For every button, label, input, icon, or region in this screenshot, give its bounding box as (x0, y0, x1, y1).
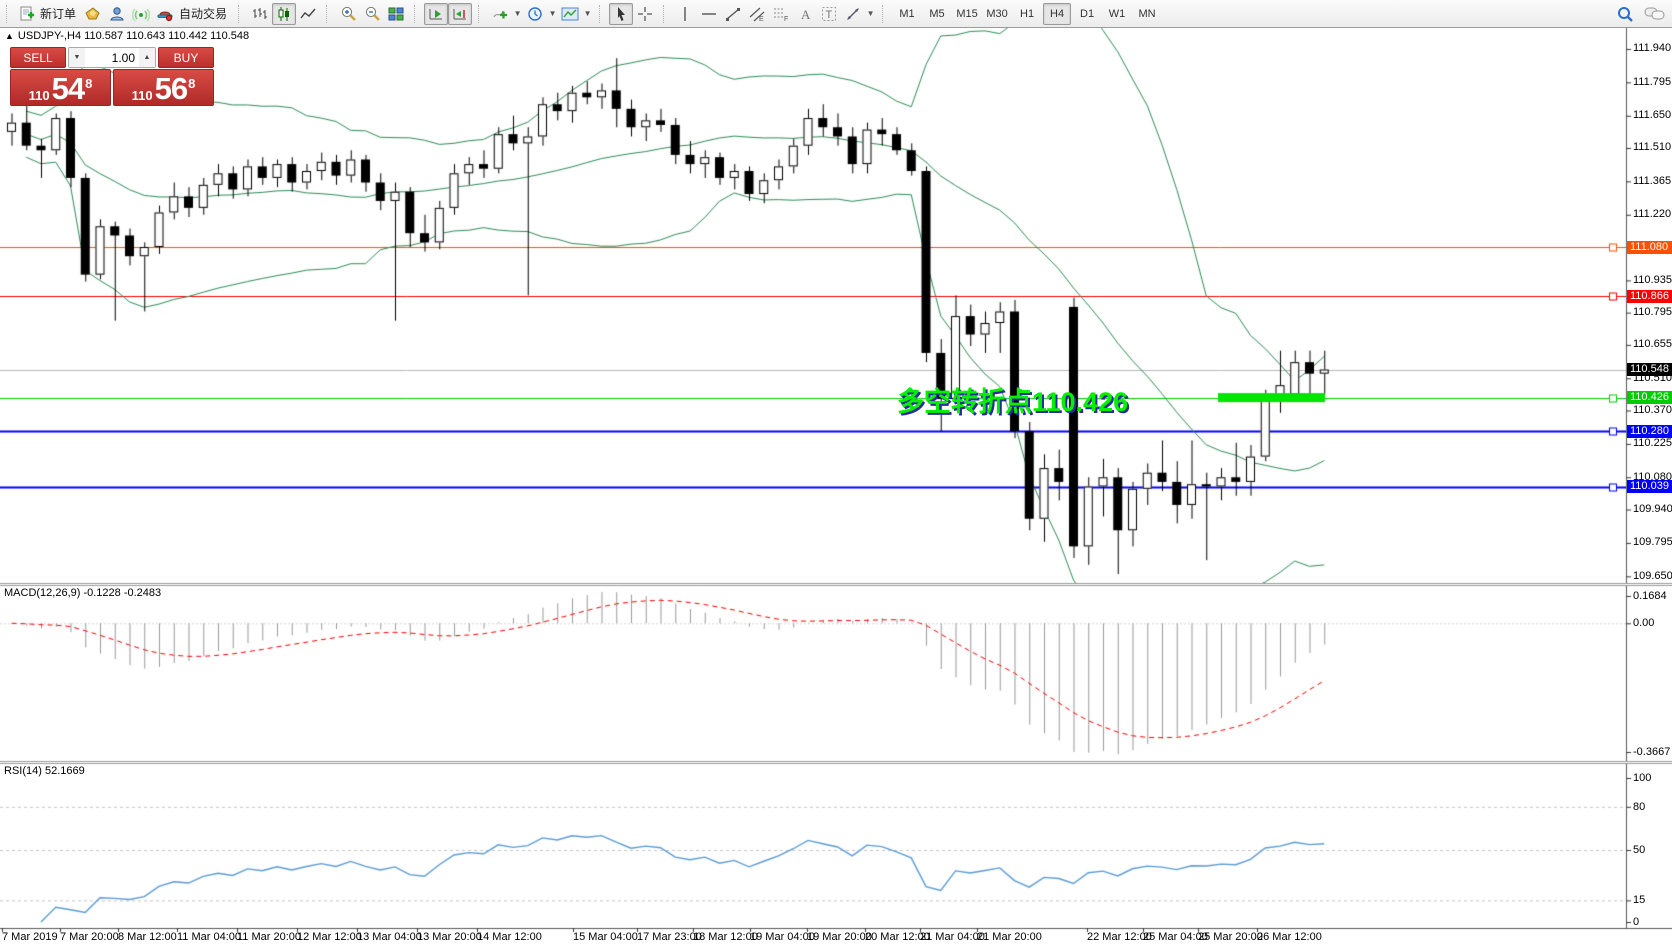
macd-tick-label: 0.00 (1633, 617, 1655, 630)
price-tick-label: 109.940 (1633, 503, 1672, 516)
time-axis-label: 25 Mar 20:00 (1198, 931, 1263, 943)
price-tick-label: 110.655 (1633, 338, 1672, 351)
macd-tick-label: 0.1684 (1633, 590, 1667, 602)
time-axis-label: 21 Mar 04:00 (920, 931, 985, 943)
time-axis-label: 18 Mar 12:00 (693, 931, 758, 943)
price-tick-label: 110.370 (1633, 404, 1672, 416)
buy-button[interactable]: BUY (158, 47, 214, 68)
time-axis-label: 13 Mar 04:00 (357, 931, 422, 943)
price-level-badge: 110.866 (1627, 289, 1672, 303)
buy-price-big: 56 (154, 71, 188, 106)
time-axis-label: 14 Mar 12:00 (477, 931, 542, 943)
time-axis-label: 22 Mar 12:00 (1087, 931, 1152, 943)
time-axis-label: 15 Mar 04:00 (573, 931, 638, 943)
price-level-badge: 110.039 (1627, 480, 1672, 494)
price-tick-label: 111.365 (1633, 174, 1672, 187)
time-axis-label: 25 Mar 04:00 (1143, 931, 1208, 943)
time-axis-label: 11 Mar 04:00 (177, 931, 242, 943)
sell-price-prefix: 110 (28, 88, 50, 103)
chart-symbol-info: ▲ USDJPY-,H4 110.587 110.643 110.442 110.… (5, 30, 249, 42)
price-tick-label: 111.940 (1633, 42, 1672, 55)
price-tick-label: 110.080 (1633, 470, 1672, 483)
rsi-indicator-label: RSI(14) 52.1669 (4, 765, 85, 777)
price-tick-label: 109.650 (1633, 569, 1672, 582)
time-axis-label: 11 Mar 20:00 (237, 931, 302, 943)
time-axis-label: 21 Mar 20:00 (977, 931, 1042, 943)
buy-price-prefix: 110 (131, 88, 153, 103)
price-level-badge: 110.548 (1627, 363, 1672, 377)
time-axis-label: 20 Mar 12:00 (865, 931, 930, 943)
volume-stepper: ▼ ▲ (68, 47, 156, 68)
sell-button[interactable]: SELL (10, 47, 66, 68)
price-tick-label: 111.795 (1633, 75, 1672, 88)
price-tick-label: 110.935 (1633, 273, 1672, 286)
volume-decrease-button[interactable]: ▼ (69, 48, 85, 67)
sell-price-sup: 8 (85, 76, 93, 91)
macd-tick-label: -0.3667 (1633, 746, 1671, 758)
time-axis-label: 13 Mar 20:00 (417, 931, 482, 943)
sell-price-button[interactable]: 110 54 8 (10, 69, 111, 106)
price-level-badge: 111.080 (1627, 240, 1672, 254)
price-tick-label: 111.510 (1633, 141, 1672, 154)
time-axis-label: 7 Mar 2019 (2, 931, 58, 943)
rsi-tick-label: 100 (1633, 772, 1652, 784)
price-tick-label: 111.650 (1633, 109, 1672, 122)
price-level-badge: 110.426 (1627, 391, 1672, 405)
time-axis-label: 26 Mar 12:00 (1257, 931, 1322, 943)
chart-text-annotation[interactable]: 多空转折点110.426 (897, 387, 1129, 417)
buy-price-button[interactable]: 110 56 8 (113, 69, 214, 106)
rsi-tick-label: 80 (1633, 800, 1646, 813)
rsi-tick-label: 50 (1633, 844, 1646, 856)
time-axis-label: 7 Mar 20:00 (60, 931, 119, 943)
time-axis-label: 19 Mar 04:00 (750, 931, 815, 943)
macd-indicator-label: MACD(12,26,9) -0.1228 -0.2483 (4, 587, 162, 599)
price-level-badge: 110.280 (1627, 424, 1672, 438)
time-axis-label: 19 Mar 20:00 (807, 931, 872, 943)
rsi-tick-label: 15 (1633, 894, 1646, 907)
time-axis-label: 17 Mar 23:00 (637, 931, 702, 943)
volume-increase-button[interactable]: ▲ (139, 48, 155, 67)
one-click-collapse-arrow[interactable]: ▲ (5, 31, 14, 41)
price-tick-label: 110.225 (1633, 437, 1672, 450)
buy-price-sup: 8 (188, 76, 196, 91)
sell-price-big: 54 (51, 71, 85, 106)
time-axis-label: 12 Mar 12:00 (297, 931, 362, 943)
symbol-ohlc-text: USDJPY-,H4 110.587 110.643 110.442 110.5… (17, 30, 250, 42)
rsi-tick-label: 0 (1633, 916, 1640, 928)
price-tick-label: 111.220 (1633, 208, 1672, 221)
price-tick-label: 110.795 (1633, 306, 1672, 319)
price-tick-label: 109.795 (1633, 536, 1672, 549)
volume-input[interactable] (85, 48, 139, 67)
time-axis-label: 8 Mar 12:00 (118, 931, 177, 943)
